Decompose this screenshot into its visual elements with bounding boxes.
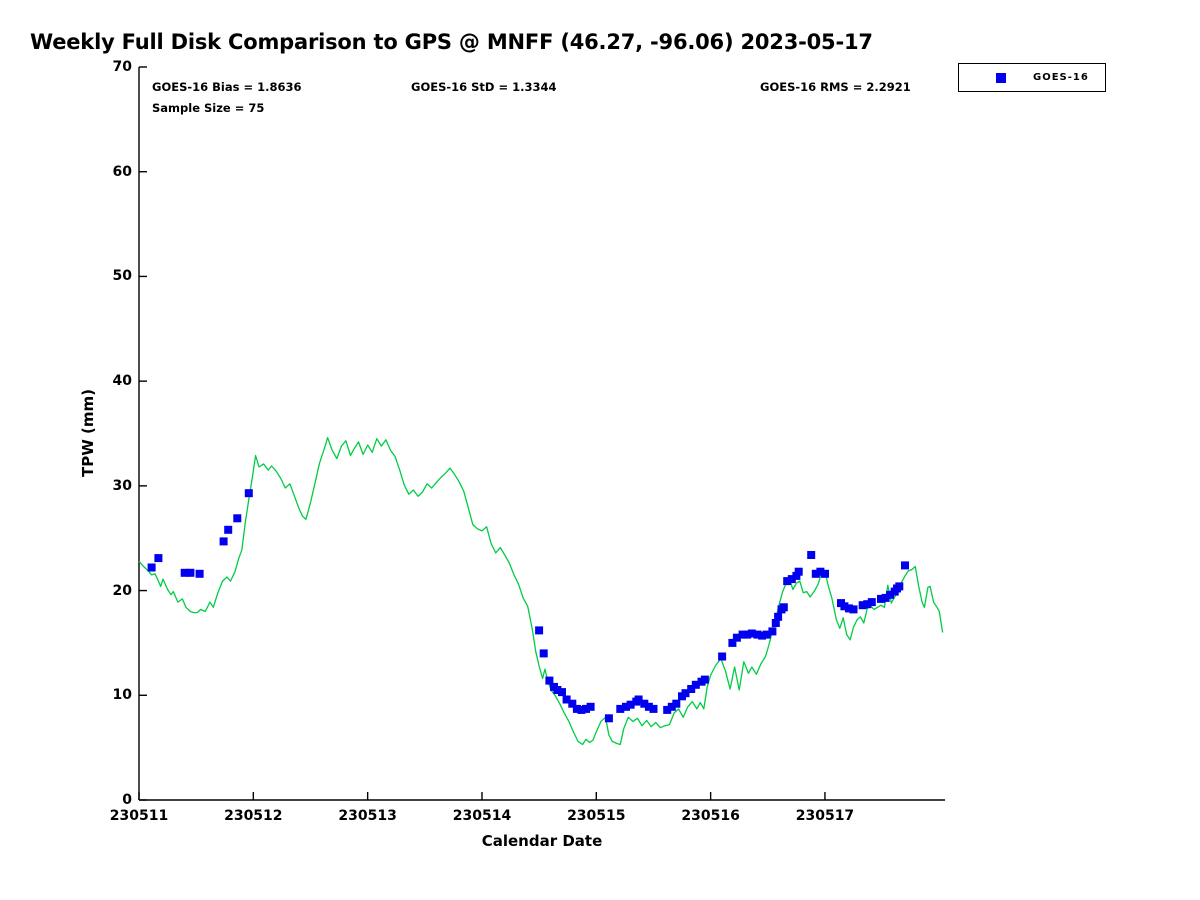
chart-title: Weekly Full Disk Comparison to GPS @ MNF… [30, 30, 873, 54]
stat-bias: GOES-16 Bias = 1.8636 [152, 80, 302, 94]
goes16-marker [233, 514, 242, 523]
goes16-marker [219, 537, 228, 546]
y-tick-label: 0 [122, 792, 132, 808]
x-tick-label: 230516 [681, 808, 740, 824]
goes16-marker [762, 630, 771, 639]
goes16-marker [562, 695, 571, 704]
legend: GOES-16 [958, 63, 1106, 92]
goes16-marker [743, 630, 752, 639]
goes16-marker [728, 638, 737, 647]
goes16-marker [687, 685, 696, 693]
y-tick-label: 30 [112, 477, 132, 494]
x-tick-label: 230513 [338, 808, 397, 824]
goes16-marker [626, 700, 635, 709]
x-tick-label: 230514 [452, 808, 512, 824]
goes16-marker [195, 569, 204, 578]
goes16-marker [180, 568, 189, 577]
goes16-marker [558, 688, 566, 697]
goes16-marker [886, 590, 895, 599]
goes16-marker [858, 601, 867, 610]
y-tick-label: 50 [112, 268, 132, 285]
goes16-marker [154, 554, 163, 563]
x-tick-label: 230517 [795, 808, 855, 824]
goes16-marker [732, 633, 741, 642]
goes16-marker [738, 630, 747, 639]
goes16-marker [634, 695, 643, 704]
y-tick-label: 40 [112, 373, 132, 390]
goes16-marker [672, 699, 681, 708]
goes16-marker [640, 699, 649, 708]
goes16-marker [877, 594, 885, 603]
y-tick-label: 60 [112, 163, 132, 180]
goes16-marker [147, 563, 156, 572]
goes16-marker [758, 631, 767, 640]
goes16-marker [667, 702, 676, 711]
goes16-marker [649, 704, 658, 713]
y-axis-title: TPW (mm) [79, 389, 97, 477]
goes16-marker [747, 629, 756, 638]
gps-line [138, 437, 944, 746]
goes16-marker [840, 602, 849, 611]
goes16-marker [753, 630, 762, 639]
goes16-marker [224, 525, 233, 534]
goes16-marker [783, 577, 792, 586]
goes16-marker [577, 705, 586, 714]
goes16-marker [553, 686, 562, 694]
goes16-marker [568, 699, 577, 708]
x-tick-label: 230515 [567, 808, 626, 824]
legend-label: GOES-16 [1033, 72, 1089, 83]
goes16-marker [586, 702, 595, 711]
y-tick-label: 20 [112, 582, 132, 599]
goes16-marker [774, 612, 783, 621]
goes16-marker [863, 600, 872, 609]
goes16-marker [779, 603, 788, 612]
goes16-marker [845, 604, 853, 613]
y-tick-label: 70 [112, 59, 132, 75]
goes16-marker [867, 598, 876, 607]
goes16-marker [792, 571, 801, 580]
goes16-marker [572, 704, 581, 713]
x-tick-label: 230512 [224, 808, 283, 824]
goes16-marker [691, 680, 700, 689]
goes16-marker [881, 593, 890, 602]
goes16-marker [244, 489, 253, 498]
x-axis-title: Calendar Date [481, 832, 603, 850]
goes16-marker [821, 569, 829, 578]
stat-std: GOES-16 StD = 1.3344 [411, 80, 557, 94]
goes16-marker [622, 702, 630, 711]
goes16-marker [901, 561, 909, 570]
goes16-marker [582, 704, 590, 713]
goes16-marker [787, 575, 796, 584]
goes16-marker [816, 567, 825, 576]
goes16-marker [644, 702, 653, 711]
goes16-marker [849, 605, 858, 614]
goes16-marker [545, 676, 554, 685]
goes16-marker [663, 705, 672, 714]
goes16-marker [535, 626, 544, 635]
legend-square-marker-icon [996, 72, 1006, 83]
goes16-marker [895, 582, 904, 591]
stat-rms: GOES-16 RMS = 2.2921 [760, 80, 911, 94]
goes16-marker [718, 652, 727, 661]
goes16-marker [604, 714, 613, 723]
goes16-marker [771, 619, 780, 627]
goes16-marker [186, 568, 195, 577]
x-tick-label: 230511 [109, 808, 169, 824]
goes16-marker [681, 689, 690, 698]
goes16-marker [539, 649, 548, 658]
stat-sample-size: Sample Size = 75 [152, 101, 265, 115]
y-tick-label: 10 [112, 687, 132, 704]
goes16-marker [616, 704, 625, 713]
goes16-marker [807, 551, 816, 559]
goes16-marker [700, 675, 709, 684]
goes16-marker [811, 569, 820, 578]
goes16-marker [794, 567, 803, 576]
goes16-marker [768, 627, 777, 636]
